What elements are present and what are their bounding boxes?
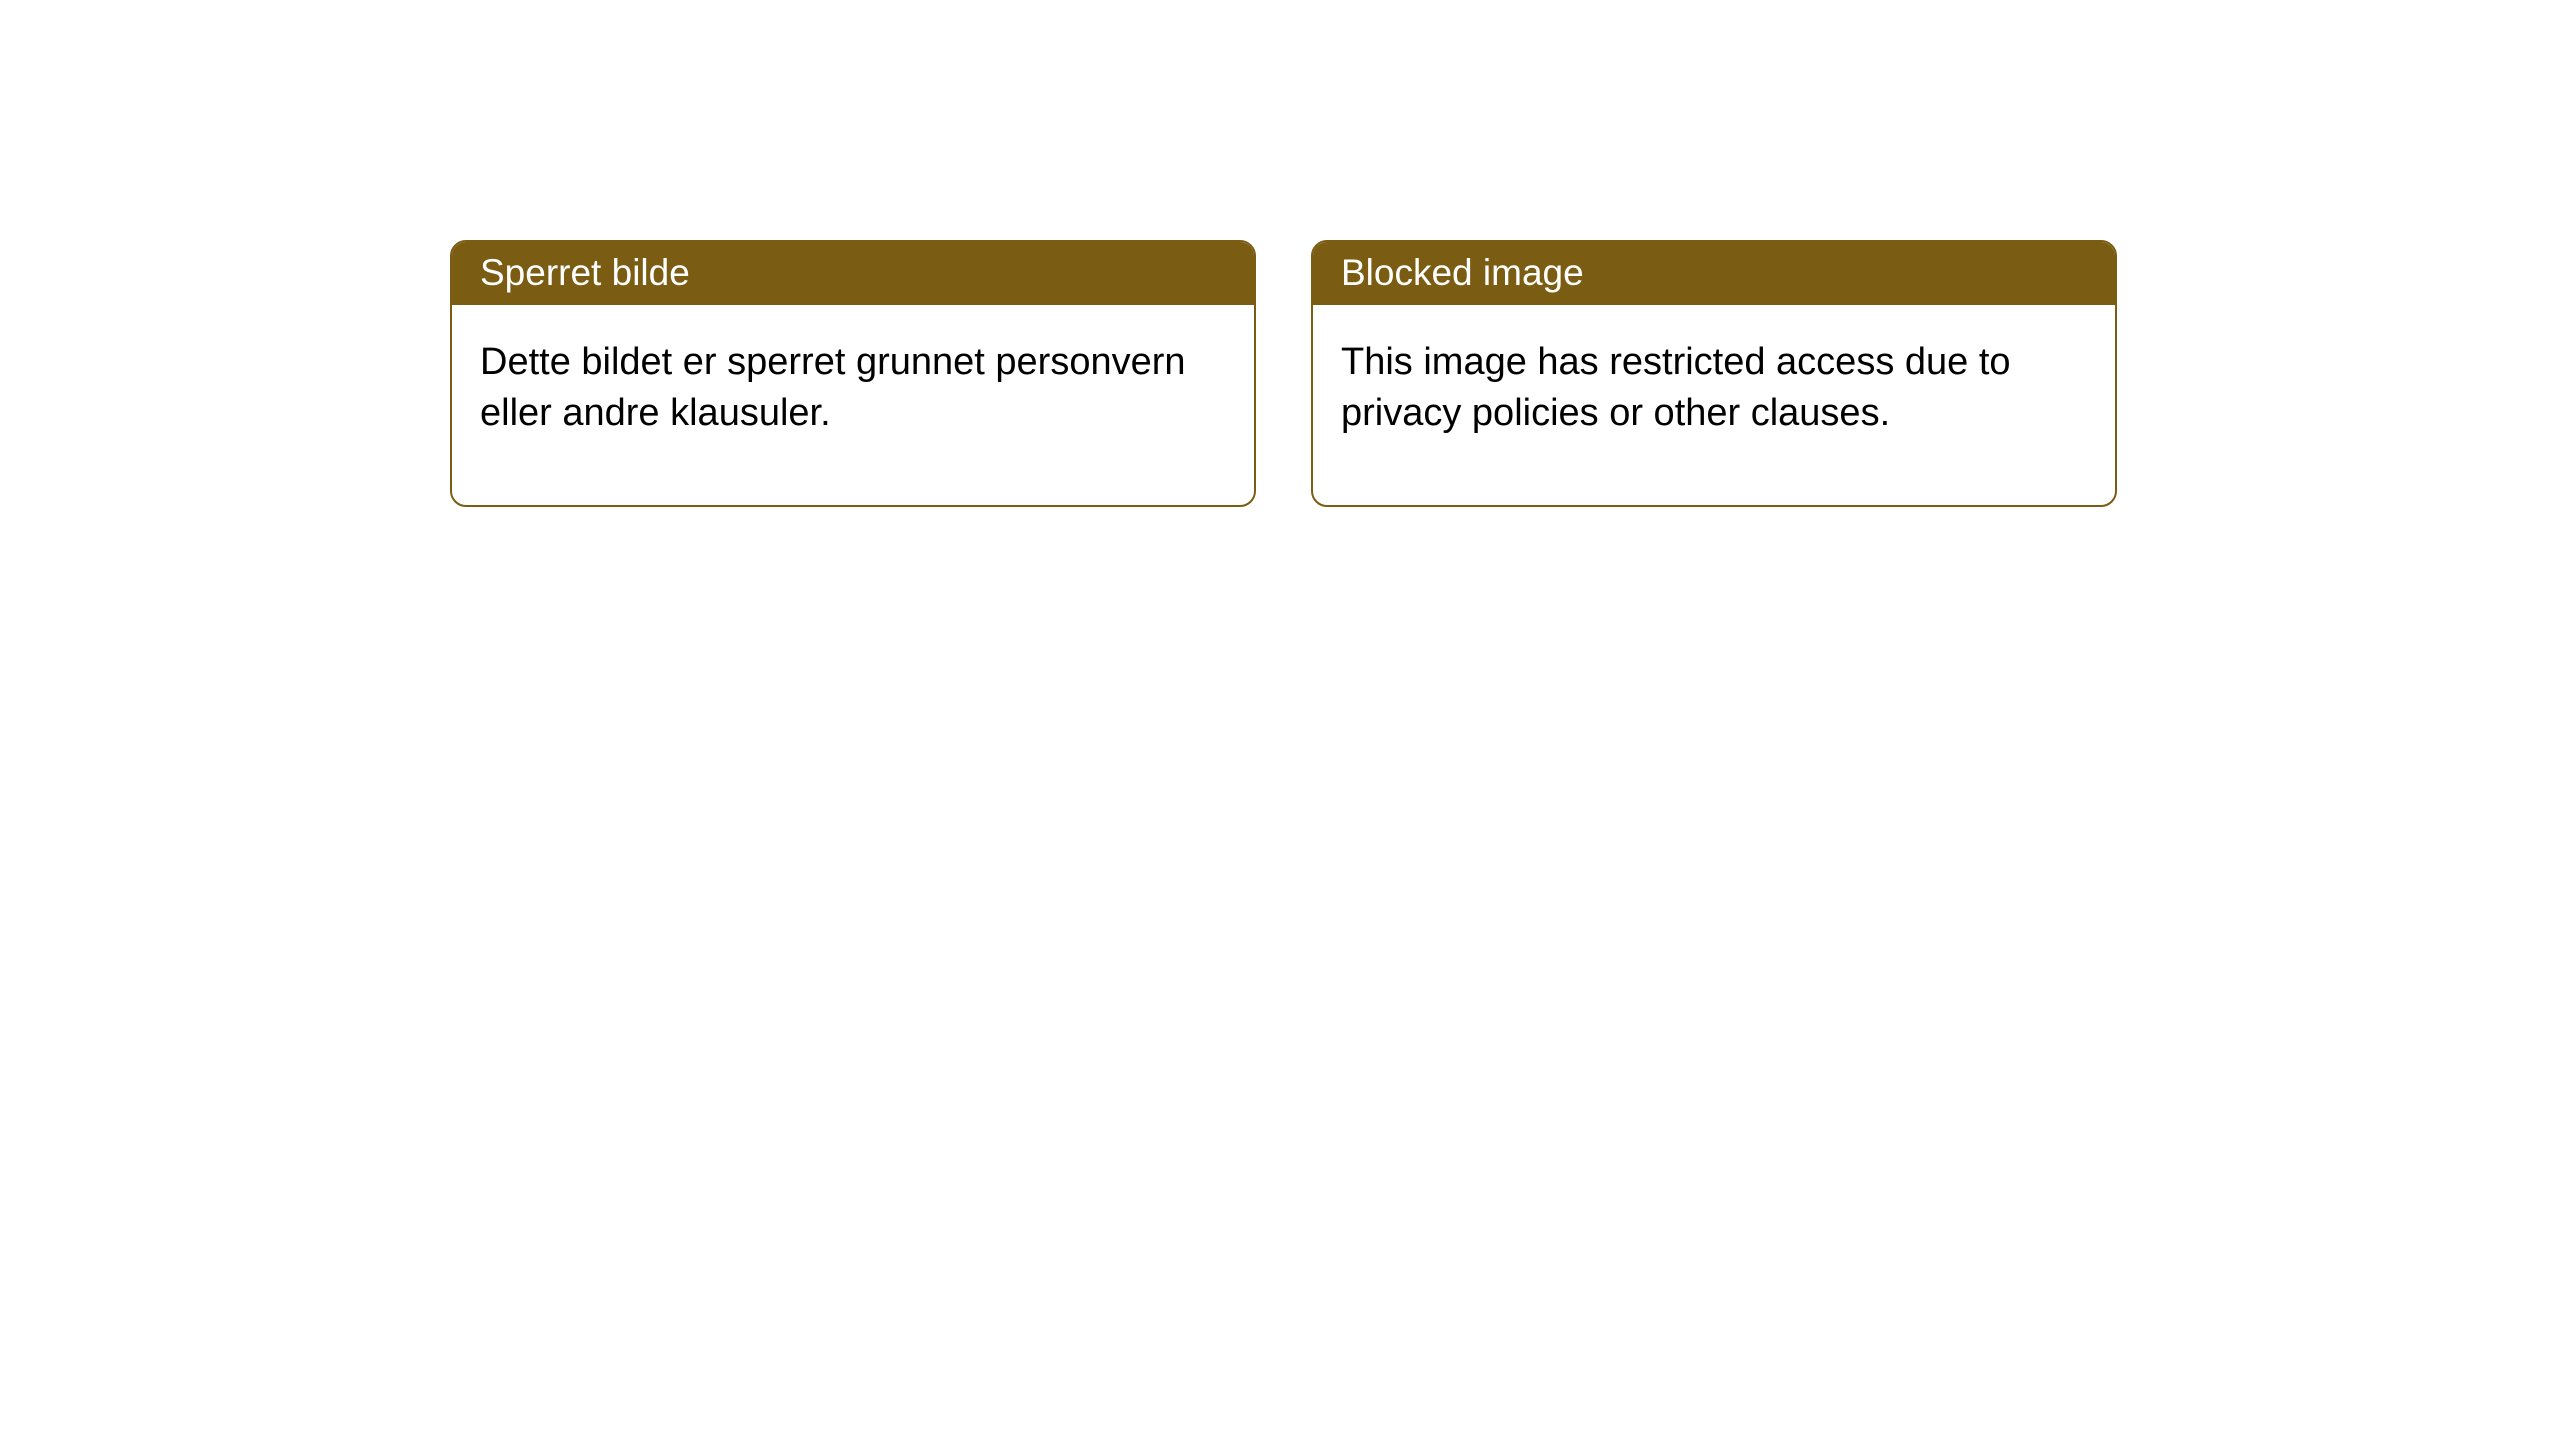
notice-card-english: Blocked image This image has restricted … [1311, 240, 2117, 507]
notice-container: Sperret bilde Dette bildet er sperret gr… [0, 0, 2560, 507]
notice-body: This image has restricted access due to … [1313, 305, 2115, 505]
notice-card-norwegian: Sperret bilde Dette bildet er sperret gr… [450, 240, 1256, 507]
notice-body: Dette bildet er sperret grunnet personve… [452, 305, 1254, 505]
notice-header: Sperret bilde [452, 242, 1254, 305]
notice-header: Blocked image [1313, 242, 2115, 305]
